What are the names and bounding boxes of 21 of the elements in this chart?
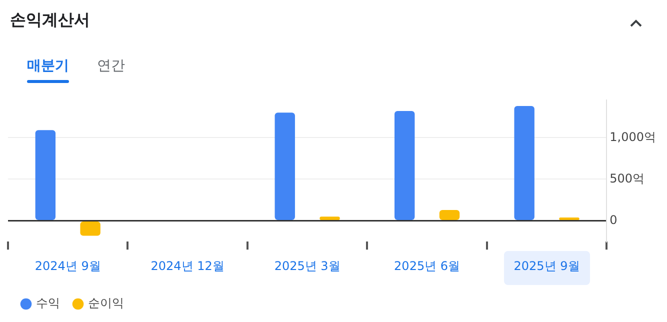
bar [394, 111, 415, 220]
x-tick-label: 2025년 3월 [274, 258, 340, 273]
x-tick-label: 2024년 9월 [34, 258, 101, 273]
bar [274, 112, 295, 220]
bar [559, 217, 580, 220]
x-tick-label: 2024년 12월 [150, 258, 224, 273]
bar [439, 210, 460, 220]
y-tick-label: 1,000억 [610, 130, 656, 144]
x-tick-label: 2025년 9월 [514, 258, 580, 273]
legend-label: 순이익 [88, 296, 124, 310]
bar [80, 222, 100, 236]
bar [320, 216, 340, 220]
x-tick-label: 2025년 6월 [394, 258, 460, 273]
legend-label: 수익 [36, 296, 60, 310]
y-tick-label: 500억 [610, 171, 645, 186]
text: 매분기 [27, 58, 69, 74]
bar [514, 106, 534, 220]
text: 연간 [97, 58, 125, 74]
chart-title: 손익계산서 [10, 10, 90, 31]
y-tick-label: 0 [610, 212, 618, 227]
bar [35, 130, 56, 220]
